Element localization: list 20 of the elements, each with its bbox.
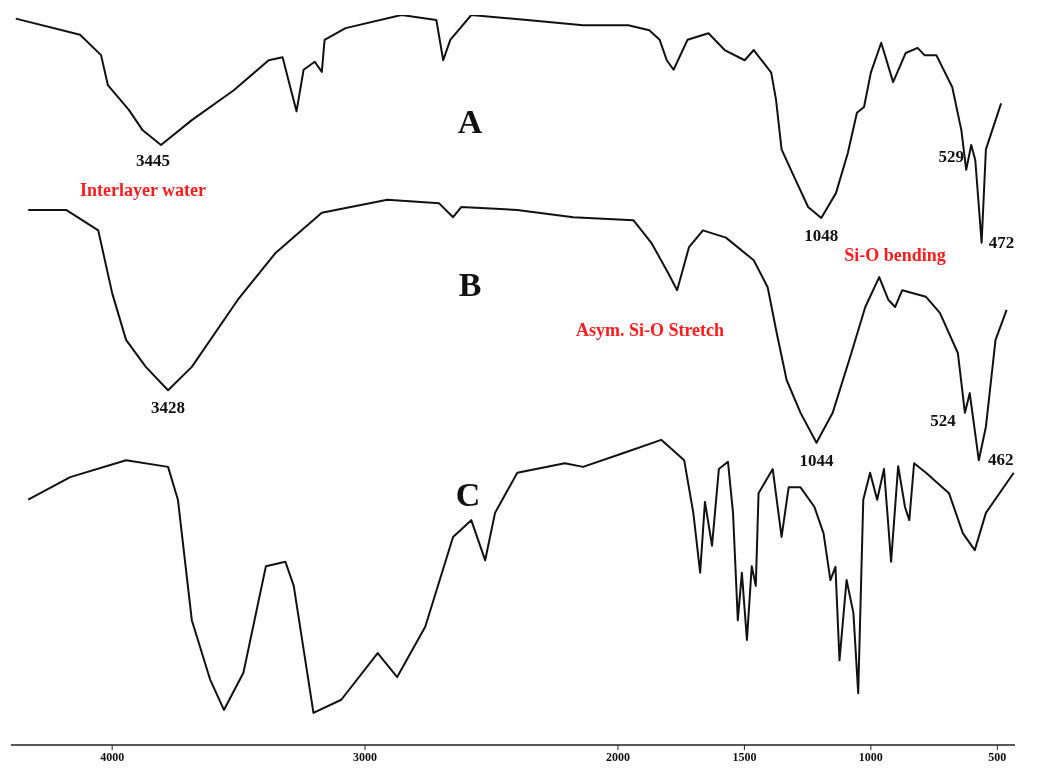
x-tick-label: 500 <box>988 749 1007 764</box>
series-label: B <box>458 266 482 304</box>
x-tick-label: 1000 <box>858 749 883 764</box>
x-tick-label: 3000 <box>353 749 378 764</box>
annotation: 3428 <box>151 398 186 419</box>
annotation: Interlayer water <box>79 180 207 200</box>
annotation: Si-O bending <box>844 245 946 265</box>
annotation: 462 <box>988 450 1014 471</box>
annotation: 1044 <box>799 450 834 471</box>
series-label: C <box>455 476 481 514</box>
annotation: 524 <box>930 410 956 431</box>
annotation: 1048 <box>804 225 839 246</box>
series-label: A <box>457 103 483 141</box>
annotation: 3445 <box>135 150 170 171</box>
annotation: 472 <box>988 232 1015 253</box>
annotation: 529 <box>938 146 964 167</box>
x-tick-label: 2000 <box>605 749 630 764</box>
annotation: Asym. Si-O Stretch <box>575 320 725 340</box>
x-tick-label: 4000 <box>100 749 125 764</box>
x-tick-label: 1500 <box>732 749 757 764</box>
